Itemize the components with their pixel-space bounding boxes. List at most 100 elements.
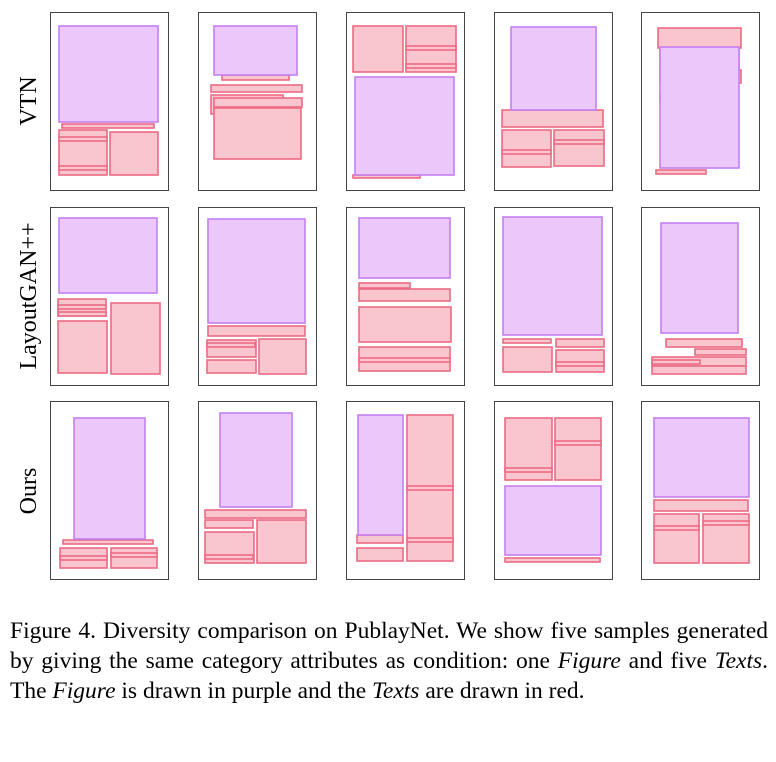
figure-element-box [653,417,750,498]
sample-page-vtn-5 [641,12,760,191]
text-element-box [207,325,306,337]
text-element-box [651,365,747,375]
text-element-box [406,485,454,491]
caption-texts-term: Texts [714,648,763,674]
text-element-box [206,359,257,374]
text-element-box [110,302,161,375]
text-element-box [206,342,256,348]
figure-element-box [207,218,306,324]
text-element-box [657,27,742,49]
text-element-box [694,348,747,356]
text-element-box [256,519,307,564]
text-element-box [502,338,552,344]
text-element-box [204,554,254,560]
text-element-box [653,499,749,512]
figure-element-box [502,216,603,336]
text-element-box [405,63,457,69]
text-element-box [555,361,605,367]
text-element-box [110,547,158,569]
figure-element-box [504,485,602,556]
text-element-box [213,107,302,160]
text-element-box [655,169,707,175]
text-element-box [110,552,158,558]
sample-page-layoutgan-2 [198,207,317,386]
text-element-box [406,537,454,543]
text-element-box [501,109,604,128]
sample-page-layoutgan-5 [641,207,760,386]
text-element-box [210,84,303,93]
figure-element-box [659,46,740,169]
text-element-box [204,509,307,519]
text-element-box [501,149,552,155]
figure-element-box [510,26,597,111]
text-element-box [502,346,553,373]
text-element-box [109,131,159,176]
text-element-box [58,136,108,142]
text-element-box [554,440,602,446]
figure-element-box [358,217,451,279]
text-element-box [352,25,404,73]
text-element-box [651,359,701,365]
caption-figure-term: Figure [557,648,621,674]
figure-element-box [73,417,146,540]
caption-suffix: are drawn in red. [419,678,585,704]
text-element-box [555,349,605,373]
figure-element-box [357,414,404,536]
sample-page-vtn-3 [346,12,465,191]
text-element-box [665,338,743,348]
row-label-vtn: VTN [16,76,42,125]
row-label-layoutgan: LayoutGAN++ [16,222,42,369]
sample-page-ours-5 [641,401,760,580]
text-element-box [504,557,601,563]
text-element-box [358,306,452,343]
text-element-box [653,525,700,531]
text-element-box [58,165,108,171]
row-labels: VTN LayoutGAN++ Ours [16,76,42,514]
text-element-box [59,555,108,561]
text-element-box [57,311,107,317]
caption-mid-3: is drawn in purple and the [115,678,372,704]
figure-caption: Figure 4. Diversity comparison on Publay… [10,616,768,706]
caption-mid-2: . The [10,648,769,704]
figure-element-box [354,76,455,176]
text-element-box [62,539,154,545]
figure-element-box [58,217,158,294]
caption-figure-term-2: Figure [52,678,116,704]
text-element-box [405,45,457,51]
text-element-box [358,282,411,289]
figure-element-box [58,25,159,123]
text-element-box [213,97,303,108]
figure-element-box [213,25,298,76]
sample-page-vtn-2 [198,12,317,191]
text-element-box [356,534,404,544]
row-label-ours: Ours [16,468,42,515]
sample-page-ours-3 [346,401,465,580]
text-element-box [356,547,404,562]
layout-comparison-grid: VTN LayoutGAN++ Ours [16,12,760,580]
sample-pages [50,12,760,580]
text-element-box [554,417,602,481]
text-element-box [653,513,700,564]
sample-page-ours-1 [50,401,169,580]
sample-page-ours-2 [198,401,317,580]
caption-texts-term-2: Texts [372,678,420,704]
text-element-box [358,357,451,363]
text-element-box [57,320,108,374]
sample-page-layoutgan-1 [50,207,169,386]
sample-page-vtn-1 [50,12,169,191]
sample-page-layoutgan-4 [494,207,613,386]
text-element-box [702,520,750,526]
text-element-box [61,123,155,129]
text-element-box [553,139,605,145]
text-element-box [504,467,553,473]
sample-page-ours-4 [494,401,613,580]
sample-page-vtn-4 [494,12,613,191]
text-element-box [204,519,254,529]
text-element-box [501,129,552,168]
figure-element-box [660,222,739,334]
figure-element-box [219,412,293,508]
caption-prefix: Figure 4. Diversity comparison on Publay… [10,618,768,674]
text-element-box [358,288,451,302]
text-element-box [555,338,605,348]
text-element-box [553,129,605,167]
